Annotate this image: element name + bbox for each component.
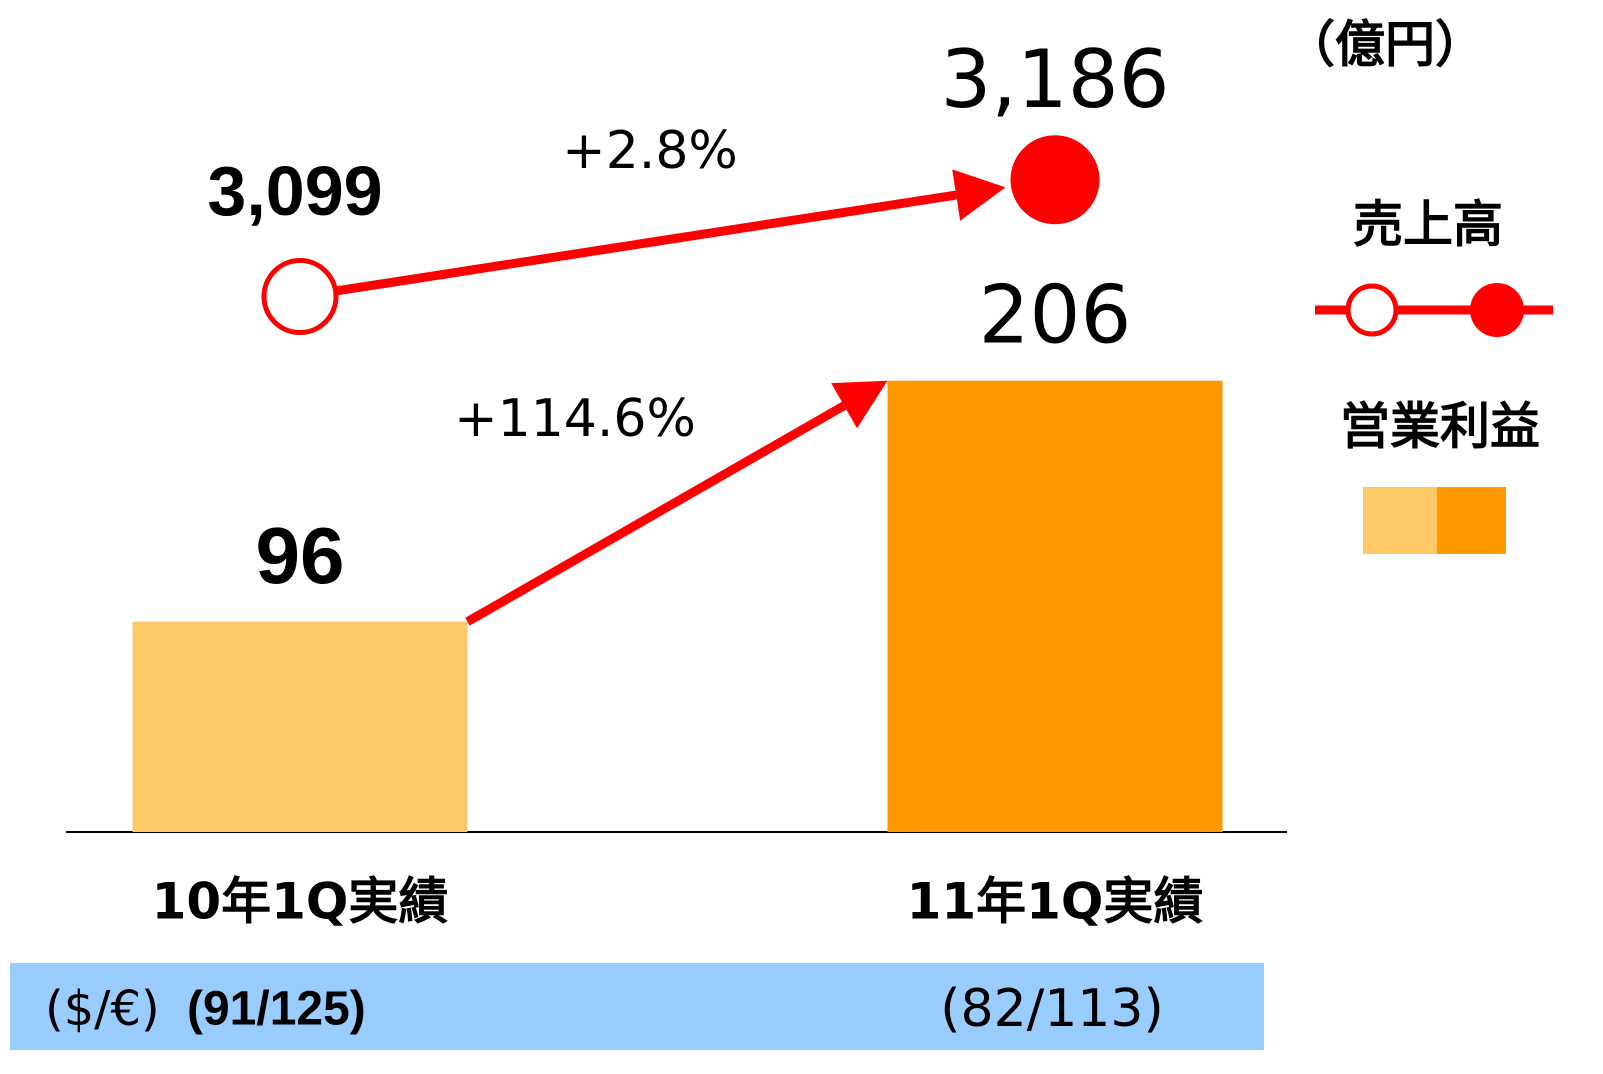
annotation: +2.8% [562,121,738,181]
legend-swatch [1437,487,1506,554]
unit-label: （億円） [1285,16,1485,74]
arrow [299,190,957,301]
bar [132,621,468,832]
x-tick-label: 11年1Q実績 [907,873,1204,931]
footer-value: (82/113) [940,979,1164,1039]
footer-label: ($/€) [45,981,160,1037]
legend-marker [1470,283,1524,337]
footer-band [10,963,1264,1050]
arrow [465,401,847,626]
data-label: 96 [256,511,345,600]
legend-marker [1345,283,1399,337]
arrow-head [952,169,1006,221]
annotation: +114.6% [454,389,696,449]
line-marker [1010,135,1100,225]
line-marker [261,258,339,336]
data-label: 3,099 [207,152,382,230]
footer-value: (91/125) [187,983,366,1036]
arrow-head [831,380,888,429]
data-label: 3,186 [940,33,1169,126]
data-label: 206 [979,269,1132,362]
legend-label: 営業利益 [1340,398,1540,456]
x-tick-label: 10年1Q実績 [152,873,449,931]
legend-label: 売上高 [1353,196,1503,254]
bar [887,380,1223,832]
legend-swatch [1363,487,1437,554]
